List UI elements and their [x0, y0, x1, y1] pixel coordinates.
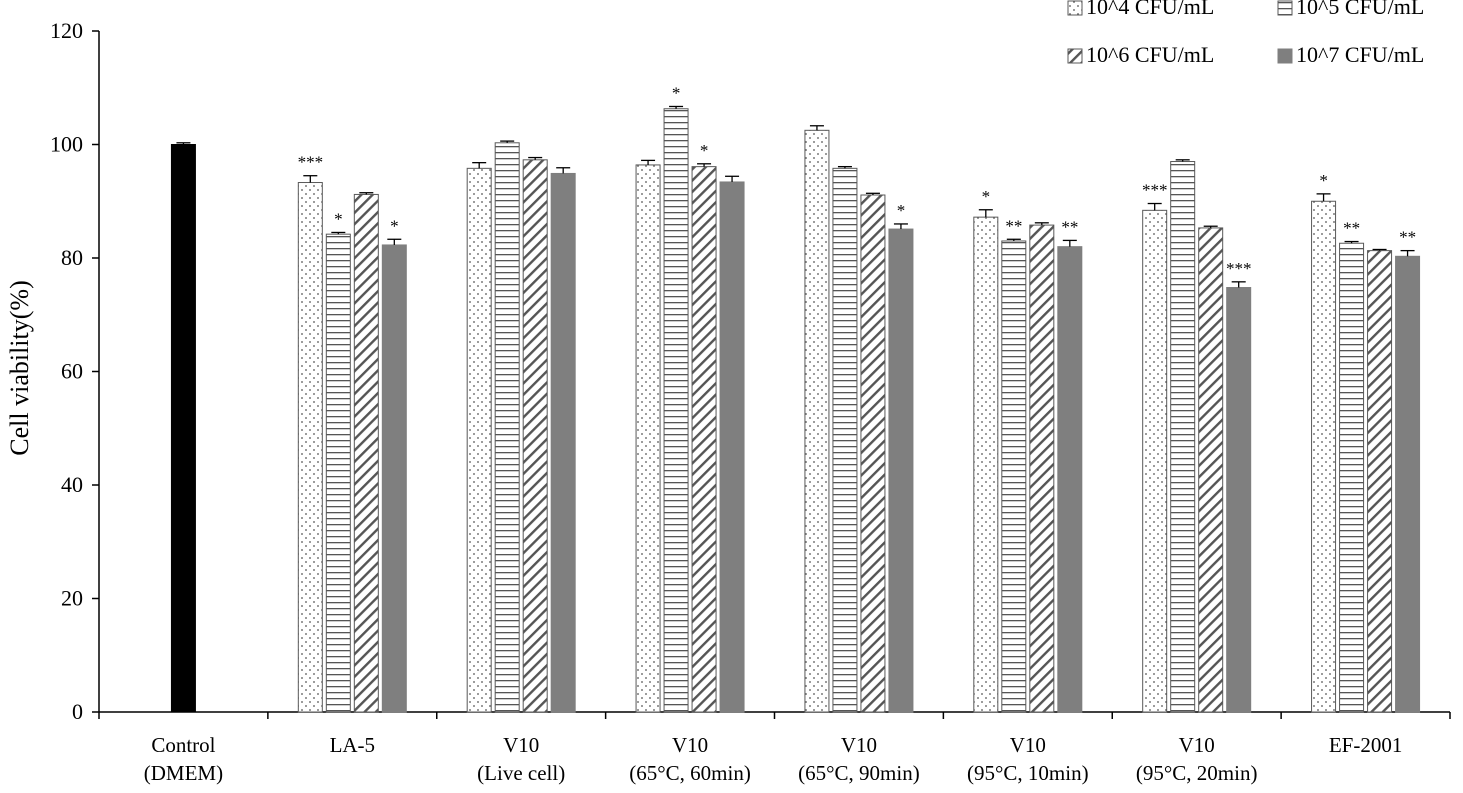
significance-label: *	[897, 201, 906, 220]
bar-5-3	[1029, 224, 1055, 713]
significance-label: *	[334, 209, 343, 228]
bar-2-2	[494, 142, 520, 713]
significance-label: *	[672, 83, 681, 102]
bar-4-3	[860, 194, 886, 713]
significance-label: **	[1343, 219, 1360, 238]
significance-label: *	[1319, 171, 1328, 190]
legend-swatch	[1067, 48, 1083, 64]
bar-3-2	[663, 108, 689, 713]
bar-1-1	[297, 182, 323, 713]
x-category-label: (DMEM)	[144, 761, 223, 785]
significance-label: *	[390, 216, 399, 235]
bar-6-4	[1226, 287, 1252, 713]
x-axis	[98, 711, 1451, 719]
bar-1-4	[381, 244, 407, 713]
bar-1-3	[353, 193, 379, 713]
y-tick-label: 40	[61, 472, 83, 497]
x-category-label: (95°C, 20min)	[1136, 761, 1258, 785]
x-category-label: V10	[503, 733, 539, 757]
significance-label: *	[700, 141, 709, 160]
x-category-label: (65°C, 60min)	[629, 761, 751, 785]
bar-7-3	[1367, 250, 1393, 713]
bar-6-3	[1198, 227, 1224, 713]
bar-7-2	[1339, 242, 1365, 713]
bar-2-1	[466, 167, 492, 713]
x-category-label: Control	[151, 733, 215, 757]
x-category-label: V10	[672, 733, 708, 757]
significance-label: *	[982, 187, 991, 206]
bar-6-2	[1170, 161, 1196, 713]
significance-label: ***	[1142, 181, 1168, 200]
bar-6-1	[1142, 209, 1168, 713]
bar-3-4	[719, 181, 745, 713]
y-tick-label: 120	[50, 18, 83, 43]
bars: **** ******* *********** **	[170, 83, 1421, 713]
significance-label: ***	[1226, 259, 1252, 278]
x-category-label: V10	[1010, 733, 1046, 757]
legend-label: 10^6 CFU/mL	[1086, 42, 1214, 67]
bar-2-3	[522, 159, 548, 713]
significance-label: **	[1399, 228, 1416, 247]
legend-label: 10^4 CFU/mL	[1086, 0, 1214, 19]
y-tick-label: 20	[61, 586, 83, 611]
y-tick-label: 60	[61, 359, 83, 384]
bar-7-1	[1311, 200, 1337, 713]
y-tick-label: 0	[72, 699, 83, 724]
y-tick-label: 80	[61, 245, 83, 270]
bar-5-4	[1057, 246, 1083, 713]
legend-swatch	[1277, 48, 1293, 64]
x-category-label: EF-2001	[1329, 733, 1403, 757]
bar-1-2	[325, 233, 351, 713]
x-category-label: V10	[1179, 733, 1215, 757]
bar-control	[170, 144, 196, 713]
x-category-label: LA-5	[330, 733, 376, 757]
bar-3-1	[635, 164, 661, 713]
significance-label: **	[1005, 216, 1022, 235]
bar-2-4	[550, 172, 576, 713]
legend-swatch	[1067, 0, 1083, 16]
legend: 10^4 CFU/mL 10^5 CFU/mL 10^6 CFU/mL 10^7 CF…	[1067, 0, 1424, 67]
x-category-label: (65°C, 90min)	[798, 761, 920, 785]
legend-label: 10^5 CFU/mL	[1296, 0, 1424, 19]
y-tick-label: 100	[50, 132, 83, 157]
x-category-label: V10	[841, 733, 877, 757]
bar-5-2	[1001, 240, 1027, 713]
bar-3-3	[691, 166, 717, 713]
x-category-label: (95°C, 10min)	[967, 761, 1089, 785]
bar-4-1	[804, 129, 830, 713]
x-tick-labels: Control (DMEM) LA-5 V10 (Live cell) V10 (65°C,…	[144, 733, 1403, 785]
y-axis: 0 20 40 60 80 100 120	[50, 18, 100, 724]
legend-label: 10^7 CFU/mL	[1296, 42, 1424, 67]
bar-4-2	[832, 167, 858, 713]
bar-7-4	[1395, 255, 1421, 713]
bar-5-1	[973, 216, 999, 713]
significance-label: ***	[298, 153, 324, 172]
y-axis-title: Cell viability(%)	[5, 280, 34, 455]
significance-label: **	[1061, 217, 1078, 236]
legend-swatch	[1277, 0, 1293, 16]
x-category-label: (Live cell)	[477, 761, 565, 785]
bar-4-4	[888, 228, 914, 713]
